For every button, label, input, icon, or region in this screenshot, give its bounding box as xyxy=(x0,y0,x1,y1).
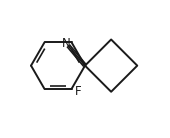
Text: N: N xyxy=(62,37,71,50)
Text: F: F xyxy=(75,85,81,98)
